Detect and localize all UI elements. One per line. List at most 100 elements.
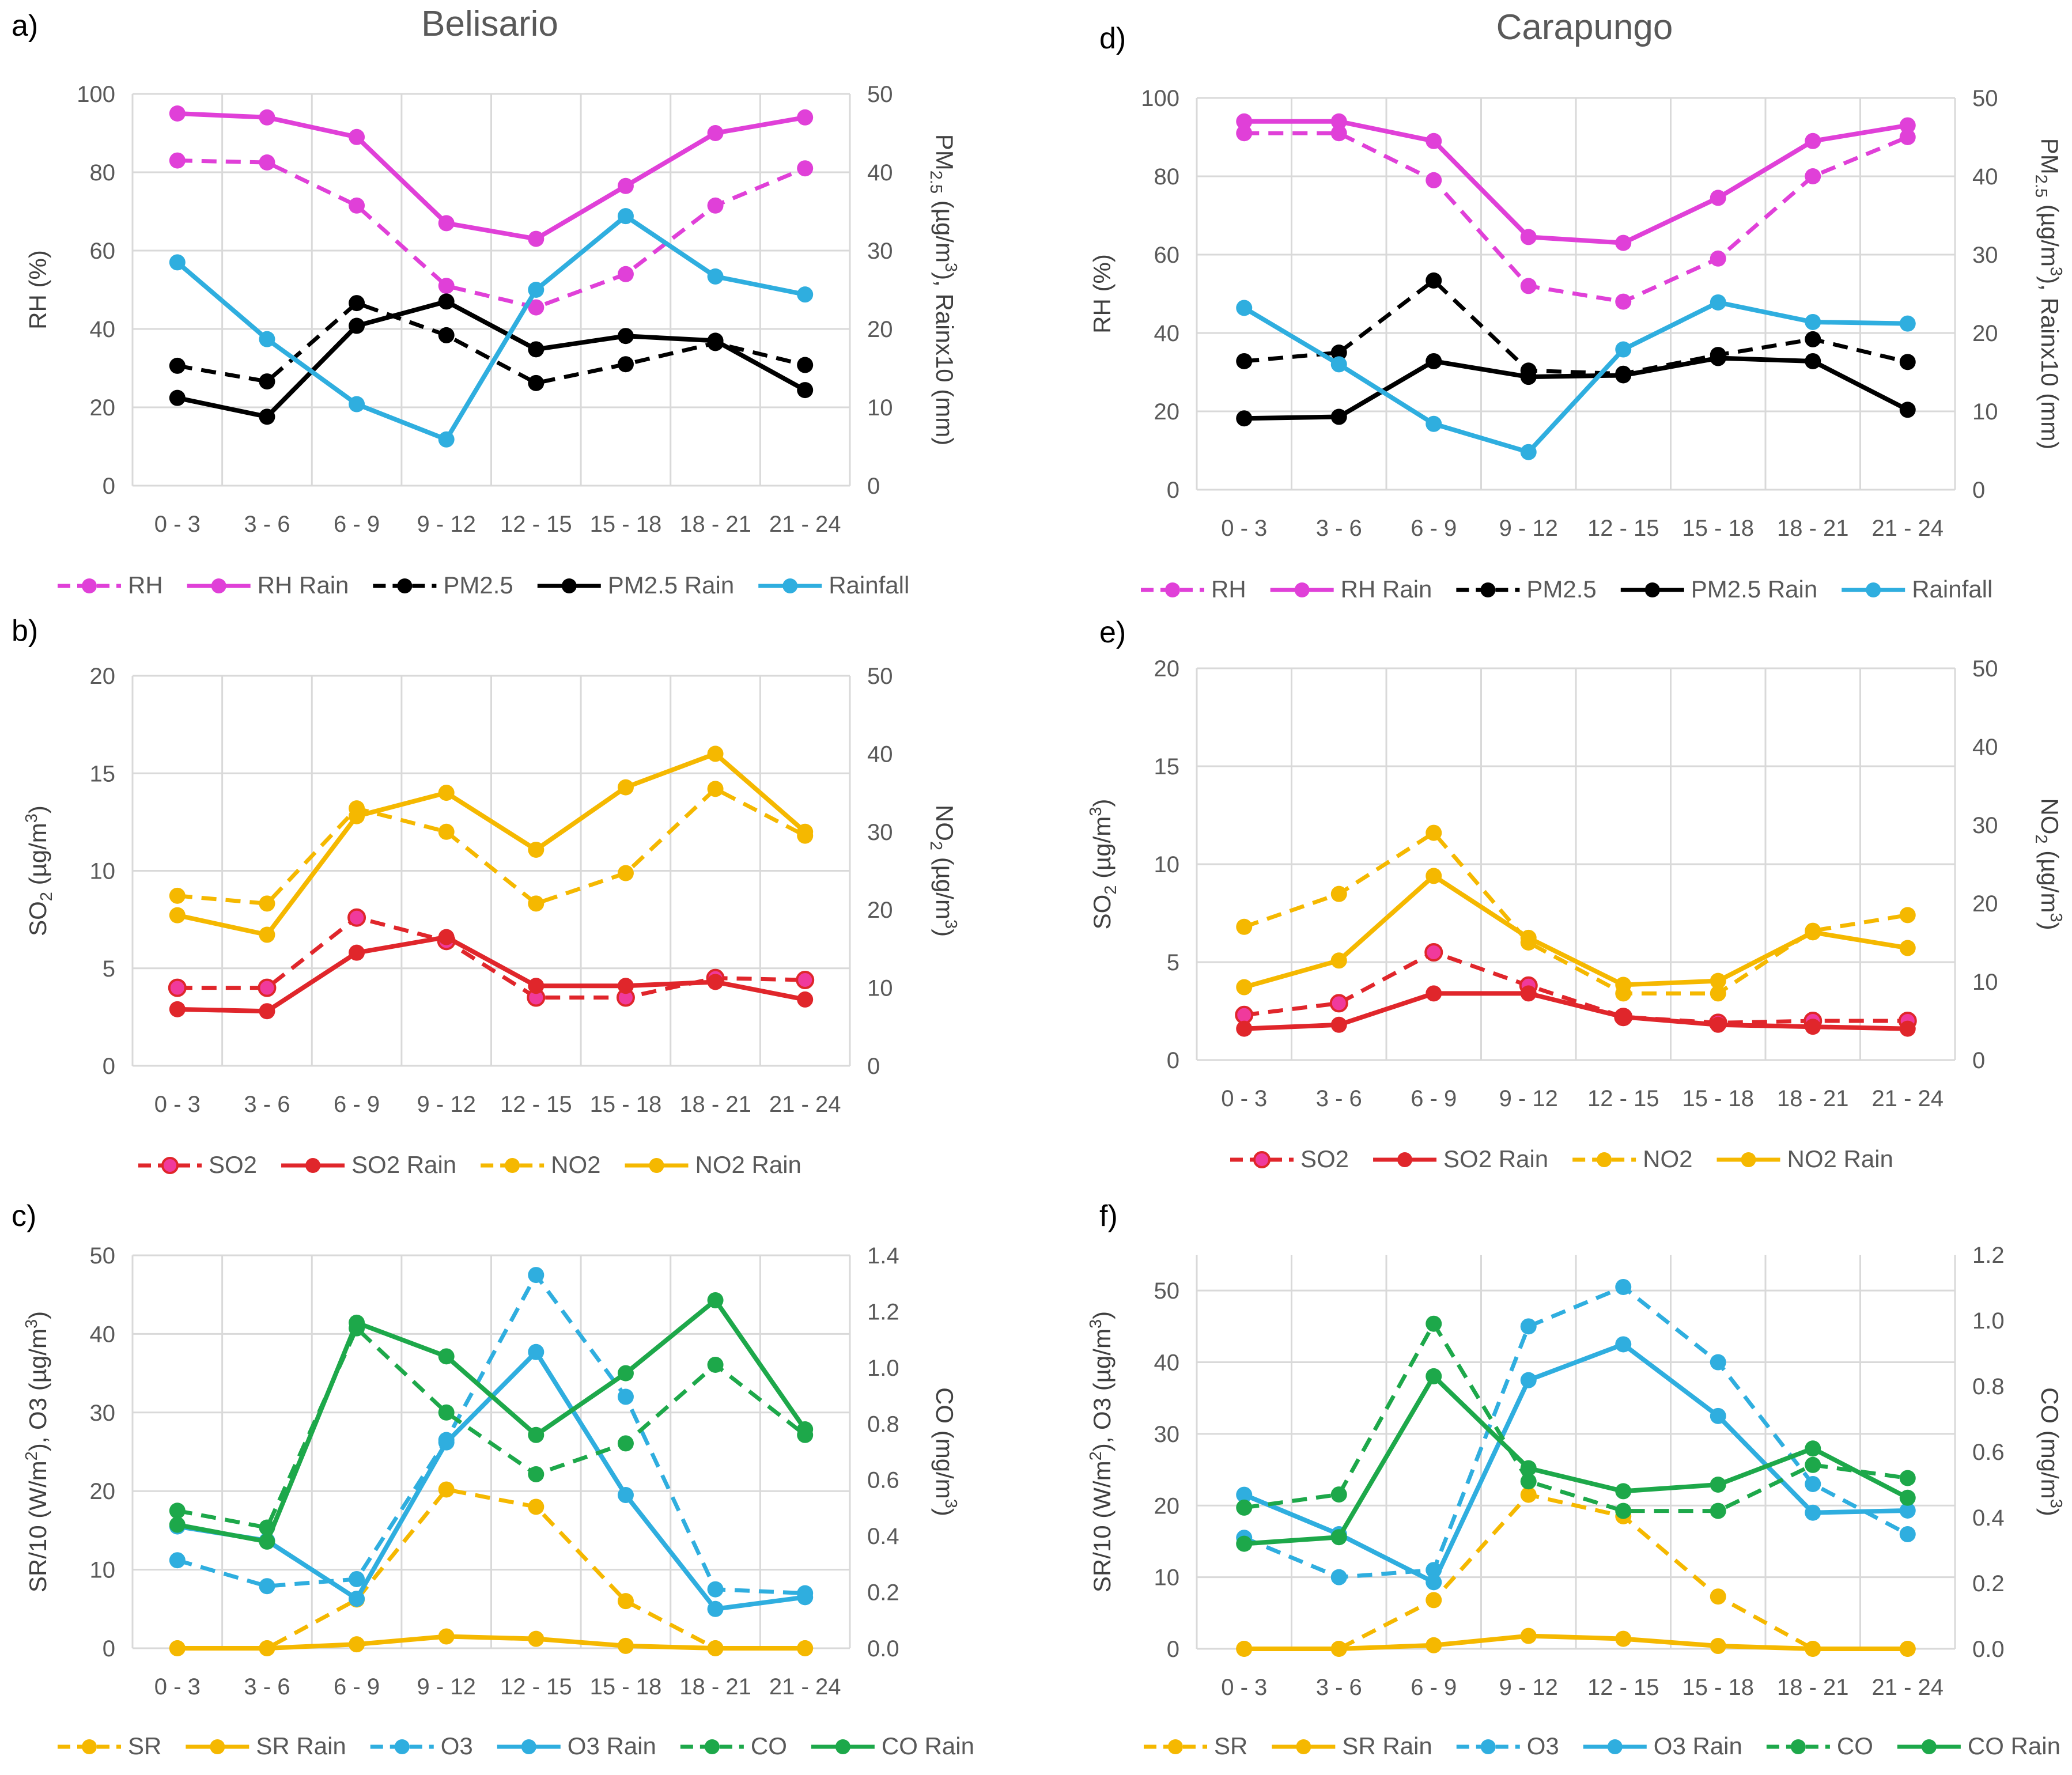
data-point [1615, 1483, 1632, 1500]
y-tick-label: 20 [1154, 656, 1180, 682]
y2-tick-label: 0 [867, 474, 880, 499]
x-tick-label: 0 - 3 [1221, 516, 1267, 541]
series-rh [1236, 125, 1916, 310]
y2-tick-label: 10 [867, 395, 893, 421]
data-point [1236, 1020, 1253, 1037]
data-point [1615, 977, 1632, 993]
data-point [1236, 918, 1253, 935]
y2-axis-label: PM2.5 (µg/m3), Rainx10 (mm) [2032, 138, 2065, 449]
chart-panel-4: d) Carapungo 0 20 40 60 80 100 0 10 20 30 40 50 0 - 3 3… [1088, 7, 2065, 603]
y2-tick-label: 40 [1972, 735, 1998, 760]
y2-tick-label: 50 [867, 664, 893, 689]
panel-label: b) [12, 614, 38, 648]
data-point [1236, 300, 1253, 316]
y-tick-label: 0 [1167, 1048, 1179, 1073]
data-point [349, 1570, 365, 1587]
data-point [1710, 1016, 1726, 1033]
series-line [177, 111, 806, 241]
y-tick-label: 100 [1141, 86, 1179, 111]
legend: SO2 SO2 Rain NO2 NO2 Rain [1230, 1145, 1893, 1172]
legend-label: SR Rain [256, 1732, 346, 1759]
data-point [1330, 125, 1347, 142]
data-point [617, 865, 634, 881]
legend: SR SR Rain O3 O3 Rain CO CO Rain [1144, 1732, 2060, 1759]
legend-label: SR Rain [1342, 1732, 1432, 1759]
legend-item: CO Rain [1897, 1732, 2060, 1759]
legend-swatch-marker [82, 578, 97, 593]
legend-swatch-marker [82, 1739, 97, 1754]
y2-tick-label: 0.2 [1972, 1571, 2005, 1596]
data-point [349, 317, 365, 334]
y2-tick-label: 0.4 [1972, 1505, 2005, 1531]
data-point [169, 1516, 186, 1533]
y2-tick-label: 10 [1972, 970, 1998, 995]
data-point [347, 908, 366, 927]
data-point [1520, 229, 1537, 245]
data-point [1520, 1486, 1537, 1503]
series-line [176, 214, 806, 442]
data-point [438, 929, 455, 945]
data-point [707, 1600, 724, 1617]
legend-item: CO Rain [811, 1732, 974, 1759]
data-point [528, 895, 545, 912]
data-point [1520, 1372, 1537, 1388]
legend-item: SR Rain [186, 1732, 346, 1759]
y-tick-label: 10 [1154, 852, 1180, 877]
legend-swatch-marker [305, 1158, 321, 1173]
legend-label: RH [1211, 576, 1246, 603]
x-tick-label: 0 - 3 [154, 1092, 201, 1117]
data-point [1899, 129, 1916, 145]
series-line [1244, 991, 1908, 1031]
data-point [259, 408, 275, 425]
data-point [349, 1591, 365, 1607]
legend-item: SO2 [138, 1151, 257, 1178]
y-tick-label: 5 [103, 956, 115, 982]
legend-swatch-marker [704, 1739, 720, 1754]
data-point [617, 356, 634, 373]
chart-panel-6: f) 0 10 20 30 40 50 0.0 0.2 0.4 0.6 0.8 1.0 1.2 0 - 3 3… [1087, 1199, 2065, 1759]
legend-label: SR [1214, 1732, 1247, 1759]
series-line [177, 158, 806, 310]
x-tick-label: 18 - 21 [679, 1674, 751, 1700]
legend-swatch-marker [161, 1157, 179, 1174]
x-tick-label: 15 - 18 [1682, 1086, 1754, 1111]
data-point [1710, 972, 1726, 989]
legend-item: CO [680, 1732, 787, 1759]
legend-swatch-marker [1296, 1739, 1311, 1754]
legend-item: RH Rain [187, 572, 349, 599]
legend-label: SO2 [209, 1151, 257, 1178]
data-point [169, 907, 186, 924]
y2-axis-label: PM2.5 (µg/m3), Rainx10 (mm) [927, 134, 960, 445]
x-tick-label: 9 - 12 [1499, 516, 1558, 541]
legend-item: O3 Rain [1583, 1732, 1742, 1759]
data-point [797, 109, 814, 126]
legend-item: PM2.5 [373, 572, 513, 599]
legend-label: SR [128, 1732, 161, 1759]
x-tick-label: 0 - 3 [1221, 1675, 1267, 1700]
x-tick-label: 15 - 18 [590, 512, 662, 537]
data-point [1426, 272, 1442, 289]
x-tick-label: 12 - 15 [1587, 516, 1659, 541]
data-point [259, 1578, 275, 1595]
y-tick-label: 40 [1154, 1350, 1180, 1376]
x-tick-label: 9 - 12 [1499, 1086, 1558, 1111]
data-point [528, 1267, 545, 1284]
data-point [1426, 172, 1442, 188]
data-point [1710, 350, 1726, 366]
y-tick-label: 30 [90, 1401, 116, 1426]
data-point [1899, 907, 1916, 924]
series-line [1243, 873, 1908, 990]
data-point [349, 197, 365, 214]
data-point [259, 1003, 275, 1020]
y-axis-label: SR/10 (W/m2), O3 (µg/m3) [1087, 1311, 1116, 1592]
y2-axis-label: NO2 (µg/m3) [2032, 798, 2065, 930]
x-tick-label: 21 - 24 [1871, 516, 1944, 541]
y2-tick-label: 50 [1972, 86, 1998, 111]
data-point [1330, 1016, 1347, 1033]
legend: RH RH Rain PM2.5 PM2.5 Rain Rainfall [58, 572, 909, 599]
x-tick-label: 18 - 21 [1777, 1086, 1849, 1111]
y2-tick-label: 0.4 [867, 1524, 899, 1549]
data-point [1520, 1460, 1537, 1477]
legend-label: O3 [441, 1732, 473, 1759]
